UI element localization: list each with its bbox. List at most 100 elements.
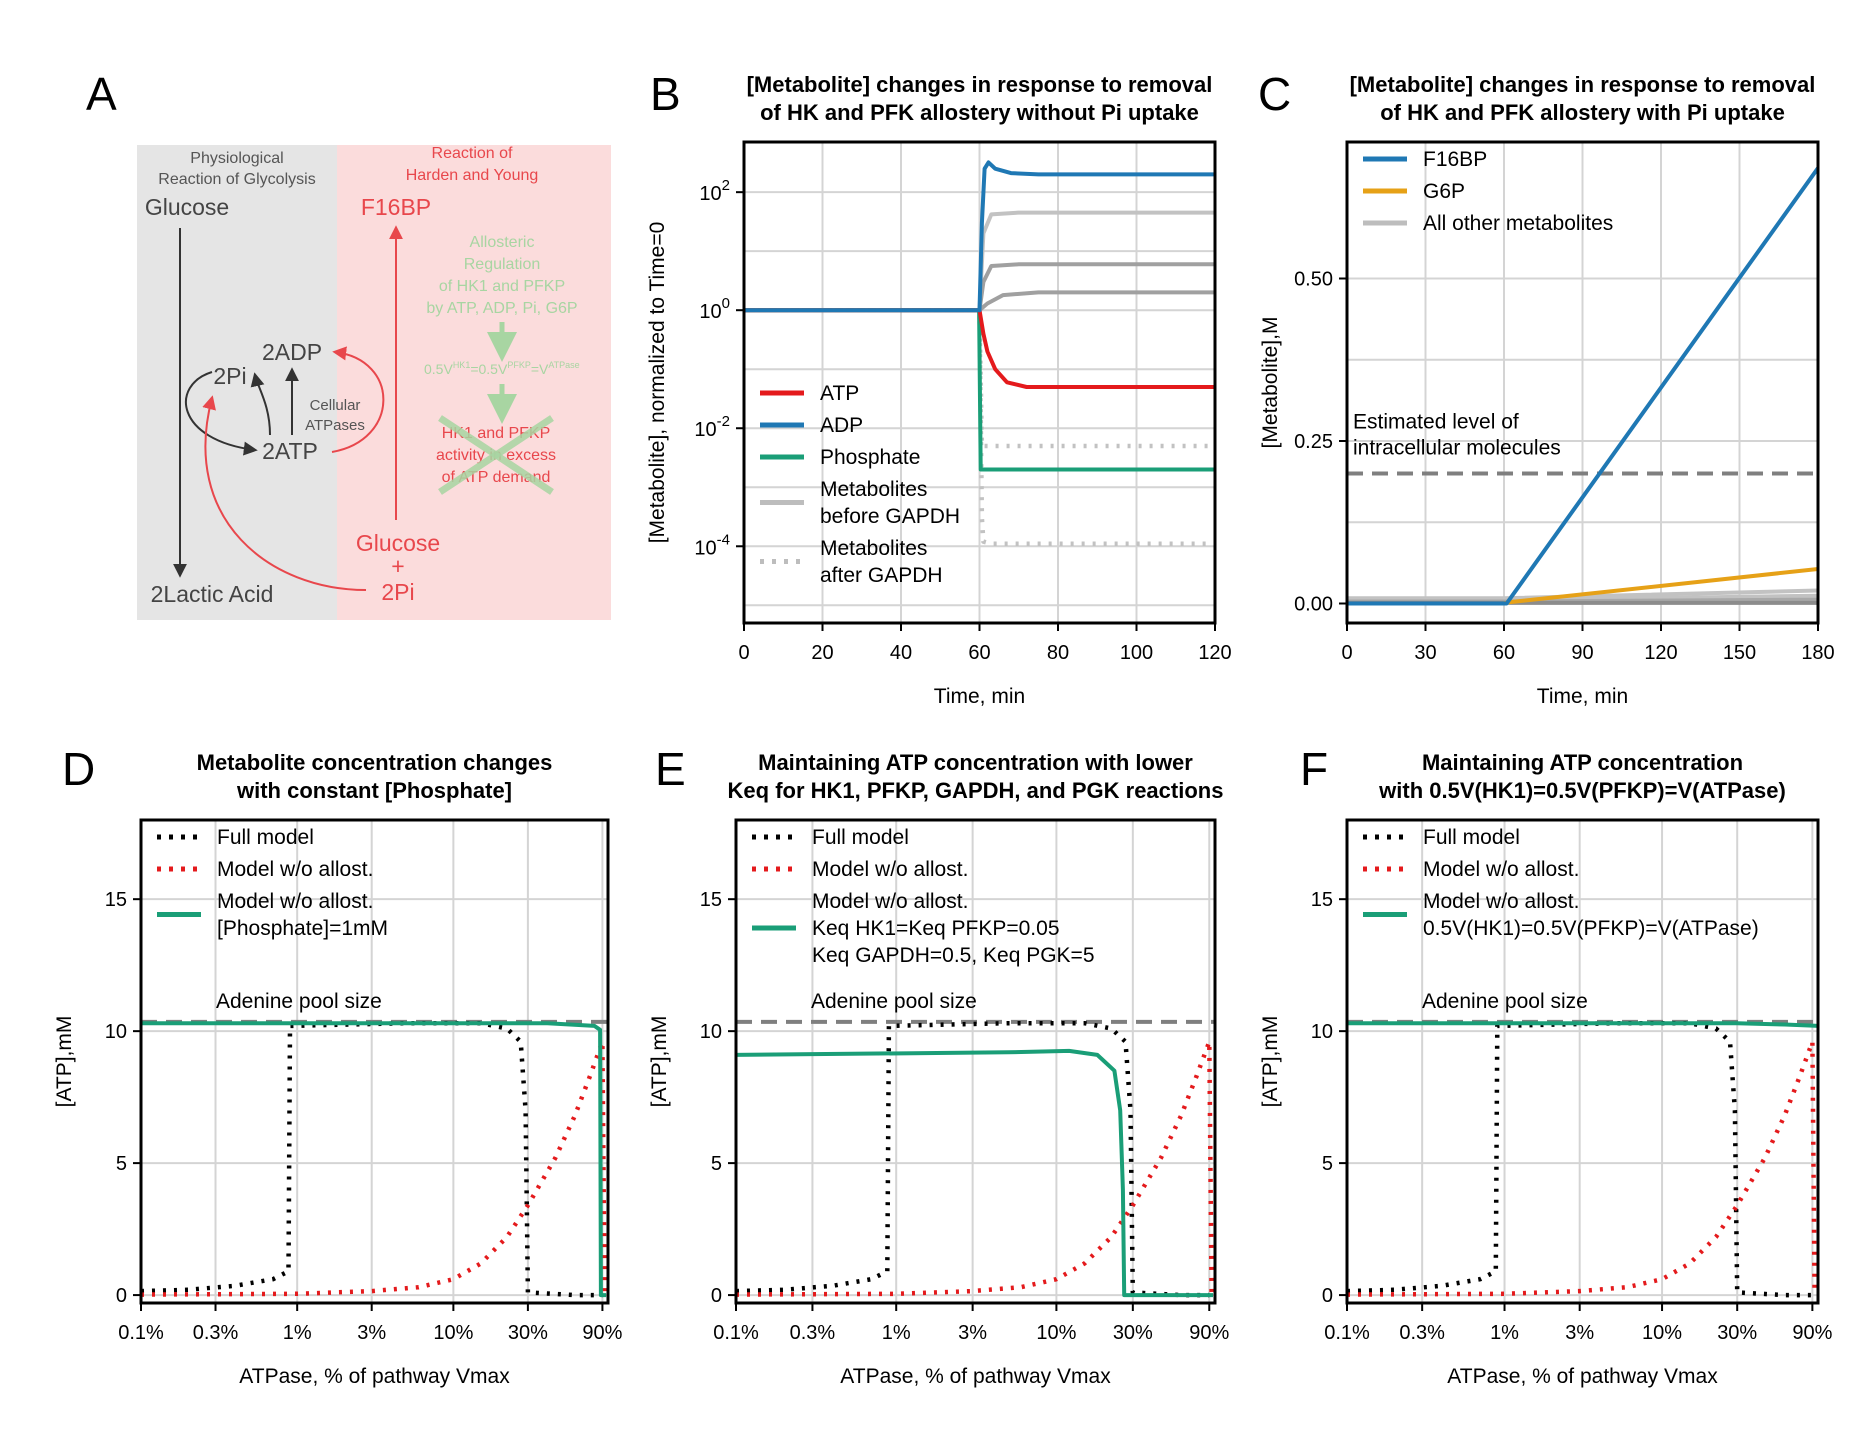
regulation-line-2: Regulation — [464, 256, 541, 273]
chart-title-line-1: [Metabolite] changes in response to remo… — [747, 72, 1213, 97]
atpases-line-2: ATPases — [305, 417, 365, 434]
annotation-text-line-2: intracellular molecules — [1353, 437, 1561, 460]
x-tick-label: 80 — [1047, 642, 1069, 664]
x-axis-label: Time, min — [1537, 685, 1628, 708]
x-tick-label: 90% — [582, 1322, 622, 1344]
legend-label: Phosphate — [820, 446, 920, 469]
series-line-noallost — [141, 1039, 607, 1297]
atp-label: 2ATP — [262, 438, 318, 464]
y-tick-label: 100 — [699, 295, 730, 323]
series-line-lower_keq — [736, 1048, 1213, 1298]
pi-to-atp-red-arrow — [202, 395, 367, 591]
chart-title-line-2: with constant [Phosphate] — [236, 778, 512, 803]
annotation-text: Adenine pool size — [811, 990, 977, 1013]
legend-label: F16BP — [1423, 148, 1487, 171]
legend-label: ADP — [820, 414, 863, 437]
grid-lines — [140, 820, 608, 1303]
legend-label: Model w/o allost. — [812, 858, 968, 881]
annotation-text: Adenine pool size — [1422, 990, 1588, 1013]
chart-d: Metabolite concentration changes with con… — [53, 750, 623, 1388]
y-tick-label: 10-4 — [694, 531, 730, 559]
y-tick-label: 0.25 — [1294, 431, 1333, 453]
y-axis-label: [Metabolite], normalized to Time=0 — [646, 222, 669, 544]
x-tick-label: 1% — [283, 1322, 312, 1344]
plot-area — [141, 1019, 608, 1298]
legend-label: 0.5V(HK1)=0.5V(PFKP)=V(ATPase) — [1423, 917, 1759, 940]
x-axis-label: ATPase, % of pathway Vmax — [840, 1365, 1111, 1388]
plot-area — [744, 160, 1215, 547]
x-axis-label: Time, min — [934, 685, 1025, 708]
x-tick-label: 120 — [1198, 642, 1231, 664]
panel-letter-d: D — [62, 743, 95, 795]
x-tick-label: 0.3% — [790, 1322, 836, 1344]
x-tick-label: 0 — [1341, 642, 1352, 664]
plot-frame — [1345, 140, 1820, 625]
series-line-ATP — [744, 308, 1215, 389]
legend-label: Metabolites — [820, 537, 927, 560]
x-tick-label: 180 — [1801, 642, 1834, 664]
legend-label: Keq HK1=Keq PFKP=0.05 — [812, 917, 1060, 940]
plot-frame — [139, 818, 610, 1305]
right-header-line-1: Reaction of — [432, 145, 513, 162]
series-line-ADP — [744, 160, 1215, 313]
y-tick-label: 5 — [711, 1153, 722, 1175]
y-tick-label: 15 — [700, 889, 722, 911]
y-tick-label: 15 — [105, 889, 127, 911]
x-tick-label: 10% — [1036, 1322, 1076, 1344]
y-tick-label: 10 — [700, 1021, 722, 1043]
legend-label: G6P — [1423, 180, 1465, 203]
x-axis-label: ATPase, % of pathway Vmax — [239, 1365, 510, 1388]
x-tick-label: 0.3% — [193, 1322, 239, 1344]
y-tick-label: 10-2 — [694, 413, 730, 441]
glucose-right-label: Glucose — [356, 530, 440, 556]
y-tick-label: 102 — [699, 177, 730, 205]
glycolysis-diagram: Physiological Reaction of Glycolysis Rea… — [137, 145, 611, 620]
legend-label: [Phosphate]=1mM — [217, 917, 388, 940]
legend-label: after GAPDH — [820, 564, 943, 587]
series-line-full — [141, 1020, 603, 1298]
y-tick-label: 10 — [105, 1021, 127, 1043]
legend-label: All other metabolites — [1423, 212, 1613, 235]
legend-label: Model w/o allost. — [1423, 890, 1579, 913]
panel-letter-f: F — [1300, 743, 1328, 795]
x-tick-label: 100 — [1120, 642, 1153, 664]
panel-letter-b: B — [650, 68, 681, 120]
plot-frame — [734, 818, 1217, 1305]
y-axis-label: [ATP],mM — [53, 1016, 76, 1108]
series-line-F16BP — [1347, 166, 1818, 606]
y-axis-label: [ATP],mM — [648, 1016, 671, 1108]
regulation-line-3: of HK1 and PFKP — [439, 278, 565, 295]
x-tick-label: 0 — [738, 642, 749, 664]
x-tick-label: 1% — [1490, 1322, 1519, 1344]
legend: F16BP G6P All other metabolites — [1363, 148, 1613, 235]
cross-mark-2 — [438, 415, 554, 495]
chart-c: [Metabolite] changes in response to remo… — [1259, 72, 1835, 708]
x-tick-label: 3% — [1565, 1322, 1594, 1344]
series-line-noallost — [736, 1039, 1214, 1297]
x-tick-label: 0.1% — [713, 1322, 759, 1344]
chart-title-line-1: Metabolite concentration changes — [197, 750, 553, 775]
lactic-acid-label: 2Lactic Acid — [151, 581, 274, 607]
x-tick-label: 10% — [1642, 1322, 1682, 1344]
regulation-line-4: by ATP, ADP, Pi, G6P — [426, 300, 577, 317]
legend-label: Full model — [812, 826, 909, 849]
atpases-line-1: Cellular — [310, 397, 361, 414]
x-tick-label: 90% — [1189, 1322, 1229, 1344]
panel-letter-a: A — [86, 68, 117, 120]
series-line-balanced — [1347, 1021, 1818, 1028]
legend-label: Model w/o allost. — [217, 858, 373, 881]
legend: Full model Model w/o allost. Model w/o all… — [1363, 826, 1759, 940]
series-line-after_gapdh_2 — [977, 310, 1215, 547]
x-tick-label: 1% — [882, 1322, 911, 1344]
legend-label: ATP — [820, 382, 859, 405]
adp-label: 2ADP — [262, 339, 322, 365]
y-tick-label: 0.00 — [1294, 594, 1333, 616]
y-tick-label: 0.50 — [1294, 269, 1333, 291]
chart-e: Maintaining ATP concentration with lower… — [648, 750, 1230, 1388]
legend-label: Model w/o allost. — [1423, 858, 1579, 881]
panel-letter-e: E — [655, 743, 686, 795]
rate-equation: 0.5VHK1=0.5VPFKP=VATPase — [424, 360, 580, 377]
x-tick-label: 30% — [1113, 1322, 1153, 1344]
x-tick-label: 40 — [890, 642, 912, 664]
